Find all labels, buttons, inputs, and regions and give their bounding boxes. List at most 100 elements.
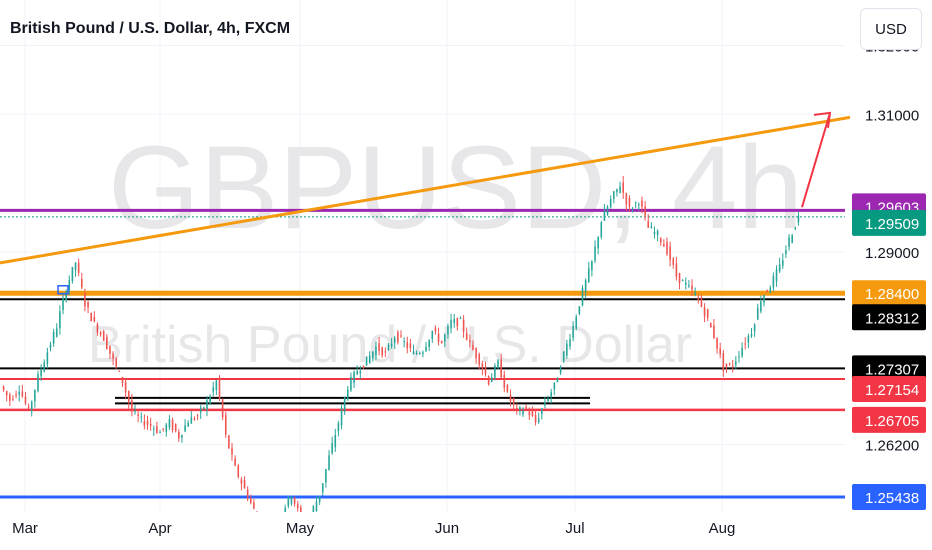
candle-body [678, 273, 681, 283]
candle-body [731, 366, 734, 368]
candle-body [716, 337, 718, 349]
candle-body [653, 231, 656, 235]
candle-body [584, 280, 587, 293]
candle-body [187, 422, 189, 427]
candle-body [735, 361, 737, 365]
candle-body [381, 347, 384, 356]
candle-body [684, 282, 687, 285]
candle-body [109, 345, 111, 354]
candle-body [240, 479, 243, 484]
candle-body [87, 302, 89, 308]
candle-body [174, 423, 177, 432]
candle-body [127, 391, 130, 403]
currency-button[interactable]: USD [860, 8, 922, 50]
candle-body [290, 497, 293, 504]
candle-body [343, 397, 346, 412]
candle-body [587, 268, 590, 283]
candle-body [312, 506, 315, 513]
candle-body [537, 418, 540, 423]
chart-grid [0, 0, 845, 512]
candle-body [93, 316, 96, 322]
price-tick-label: 1.26200 [865, 438, 919, 455]
candle-body [193, 418, 196, 420]
candle-body [246, 489, 249, 500]
candle-body [572, 325, 574, 338]
candle-body [318, 495, 321, 502]
candle-body [77, 262, 80, 273]
candle-body [27, 406, 30, 408]
candle-body [397, 332, 399, 343]
candle-body [566, 343, 568, 356]
candle-body [766, 290, 768, 292]
candle-body [710, 323, 712, 328]
candle-body [12, 398, 14, 400]
time-tick-label: Mar [12, 520, 38, 537]
candle-body [353, 371, 355, 383]
watermark-name: British Pound / U.S. Dollar [88, 316, 692, 374]
candle-body [2, 386, 5, 391]
time-tick-label: Aug [709, 520, 736, 537]
candle-body [409, 343, 412, 349]
candle-body [628, 197, 631, 207]
candle-body [390, 343, 393, 347]
candle-body [422, 352, 424, 354]
candle-body [68, 280, 71, 291]
candle-body [666, 242, 668, 255]
candle-body [18, 391, 21, 395]
candle-body [613, 191, 615, 200]
candle-body [400, 335, 402, 337]
time-tick-label: Jun [435, 520, 459, 537]
projection-arrow-head [813, 111, 832, 129]
candle-body [706, 309, 709, 318]
drawing-overlays [0, 111, 853, 295]
candle-body [190, 417, 193, 424]
candle-body [487, 376, 490, 385]
candle-body [750, 334, 753, 337]
candle-body [209, 396, 211, 404]
candle-body [675, 263, 678, 277]
candle-body [465, 333, 468, 340]
candle-body [293, 497, 296, 504]
candle-body [753, 324, 756, 332]
candle-body [406, 342, 409, 349]
candle-body [772, 276, 775, 288]
candle-body [719, 348, 721, 355]
candle-body [641, 200, 643, 207]
price-axis-background [850, 0, 932, 550]
candle-body [450, 320, 452, 329]
candle-body [234, 458, 236, 466]
candle-body [131, 400, 133, 412]
candle-body [575, 316, 578, 329]
time-axis-background [0, 512, 852, 550]
candle-body [459, 318, 462, 320]
candle-body [43, 362, 46, 372]
candle-body [102, 330, 105, 341]
candle-body [781, 260, 784, 266]
candle-body [315, 501, 318, 512]
candle-body [5, 391, 8, 396]
candle-body [199, 407, 202, 413]
candle-body [494, 365, 496, 378]
candle-body [472, 345, 474, 350]
candle-body [725, 363, 728, 368]
candle-body [440, 340, 443, 343]
candle-body [453, 319, 455, 323]
candle-body [168, 419, 171, 428]
candle-body [178, 431, 180, 439]
candle-body [531, 411, 534, 417]
candle-body [243, 479, 246, 489]
candle-body [121, 377, 124, 383]
candle-body [609, 199, 612, 208]
candle-body [522, 411, 524, 415]
candle-body [562, 351, 565, 361]
candle-body [71, 266, 74, 282]
candle-body [46, 352, 49, 364]
candle-body [65, 291, 67, 301]
candle-body [509, 394, 512, 402]
candle-body [378, 343, 380, 351]
candle-body [181, 434, 183, 438]
price-level-label: 1.26705 [865, 413, 919, 430]
candle-body [134, 410, 136, 412]
candle-body [791, 235, 793, 244]
